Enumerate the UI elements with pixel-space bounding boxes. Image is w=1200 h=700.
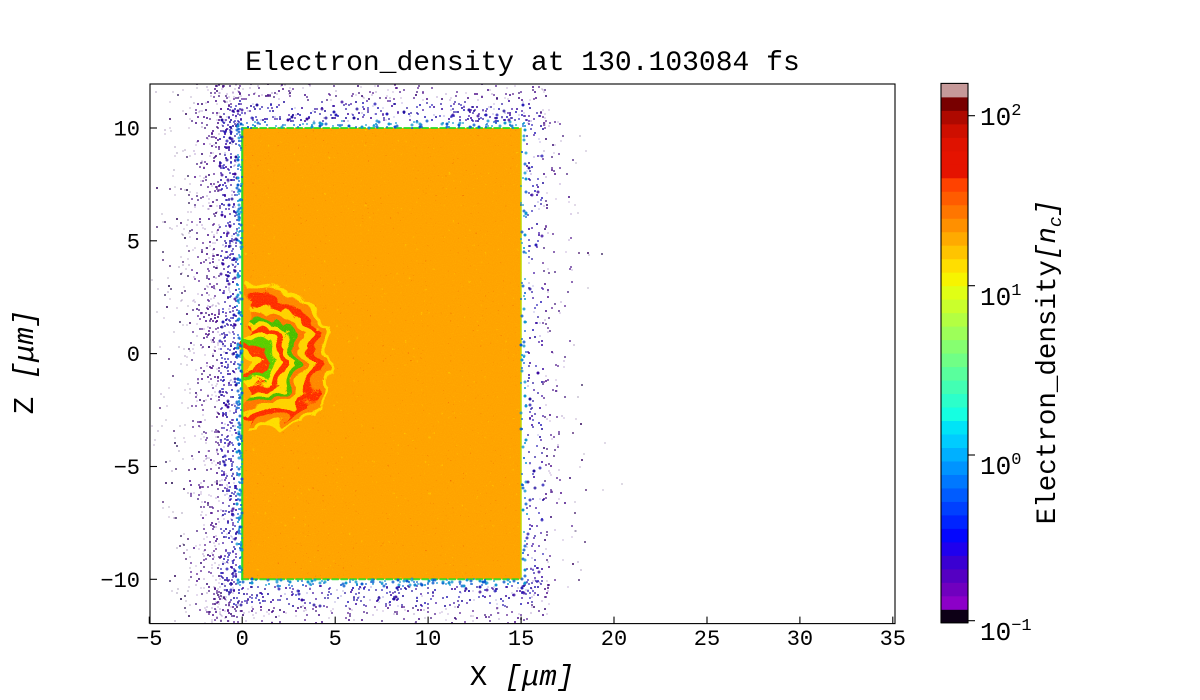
svg-text:−10: −10 bbox=[100, 569, 140, 594]
svg-text:102: 102 bbox=[980, 102, 1021, 133]
svg-text:30: 30 bbox=[787, 627, 813, 652]
svg-text:35: 35 bbox=[880, 627, 906, 652]
svg-text:25: 25 bbox=[694, 627, 720, 652]
svg-text:−5: −5 bbox=[114, 456, 140, 481]
svg-text:Electron_density[nc]: Electron_density[nc] bbox=[1033, 200, 1067, 524]
svg-text:−5: −5 bbox=[136, 627, 162, 652]
svg-text:101: 101 bbox=[980, 282, 1021, 313]
svg-text:15: 15 bbox=[508, 627, 534, 652]
svg-text:100: 100 bbox=[980, 451, 1021, 482]
svg-text:10−1: 10−1 bbox=[980, 617, 1032, 648]
svg-text:0: 0 bbox=[236, 627, 249, 652]
svg-text:10: 10 bbox=[415, 627, 441, 652]
svg-text:10: 10 bbox=[114, 118, 140, 143]
svg-text:5: 5 bbox=[127, 230, 140, 255]
svg-text:Z [μm]: Z [μm] bbox=[9, 310, 42, 414]
svg-text:0: 0 bbox=[127, 343, 140, 368]
svg-text:20: 20 bbox=[601, 627, 627, 652]
svg-text:X [μm]: X [μm] bbox=[470, 661, 574, 694]
svg-text:5: 5 bbox=[329, 627, 342, 652]
